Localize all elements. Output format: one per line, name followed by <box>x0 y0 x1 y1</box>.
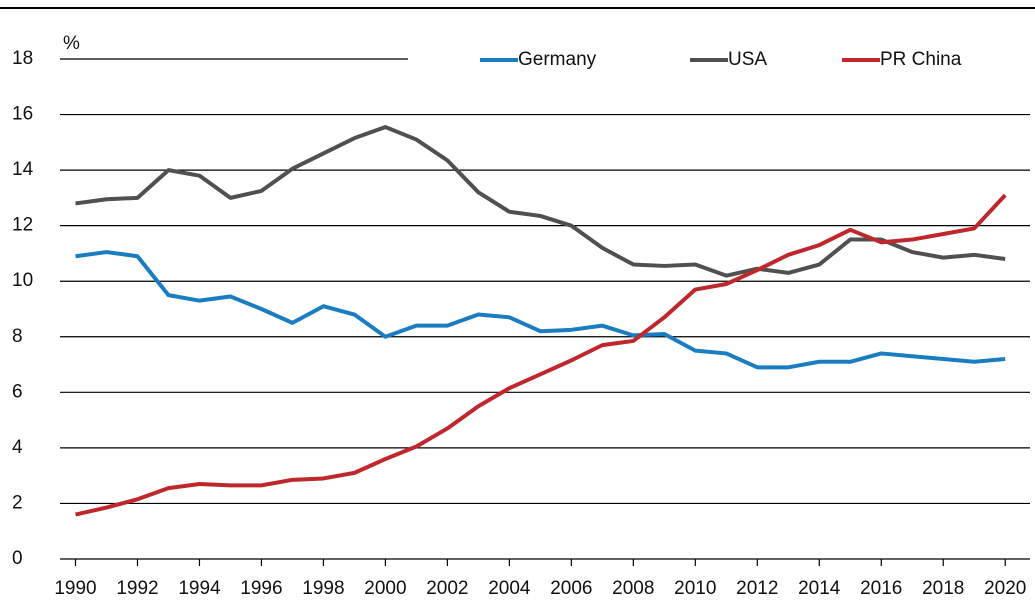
x-tick-label: 2008 <box>612 578 654 599</box>
x-tick-label: 2010 <box>674 578 716 599</box>
x-tick-label: 1998 <box>302 578 344 599</box>
y-tick-label: 18 <box>12 48 33 69</box>
y-tick-label: 16 <box>12 104 33 125</box>
y-tick-label: 4 <box>12 437 23 458</box>
y-tick-label: 0 <box>12 548 23 569</box>
x-tick-label: 1992 <box>116 578 158 599</box>
x-tick-label: 2004 <box>488 578 531 599</box>
x-tick-label: 2020 <box>984 578 1026 599</box>
y-tick-label: 12 <box>12 215 33 236</box>
y-tick-label: 14 <box>12 159 34 180</box>
x-tick-label: 2016 <box>860 578 902 599</box>
x-tick-label: 1990 <box>54 578 96 599</box>
y-tick-label: 10 <box>12 270 33 291</box>
y-tick-label: 8 <box>12 326 23 347</box>
series-line <box>75 250 1006 370</box>
series-line <box>75 193 1007 517</box>
x-tick-label: 2002 <box>426 578 468 599</box>
x-tick-label: 2014 <box>798 578 841 599</box>
x-tick-label: 2018 <box>922 578 964 599</box>
x-tick-label: 2000 <box>364 578 406 599</box>
legend-label: PR China <box>880 49 962 70</box>
series-line <box>75 125 1006 278</box>
x-tick-label: 1996 <box>240 578 282 599</box>
x-tick-label: 2012 <box>736 578 778 599</box>
y-unit-label: % <box>63 33 80 54</box>
x-tick-label: 1994 <box>178 578 221 599</box>
legend-label: Germany <box>518 49 597 70</box>
y-tick-label: 6 <box>12 381 23 402</box>
legend-label: USA <box>728 49 767 70</box>
x-tick-label: 2006 <box>550 578 592 599</box>
y-tick-label: 2 <box>12 492 23 513</box>
